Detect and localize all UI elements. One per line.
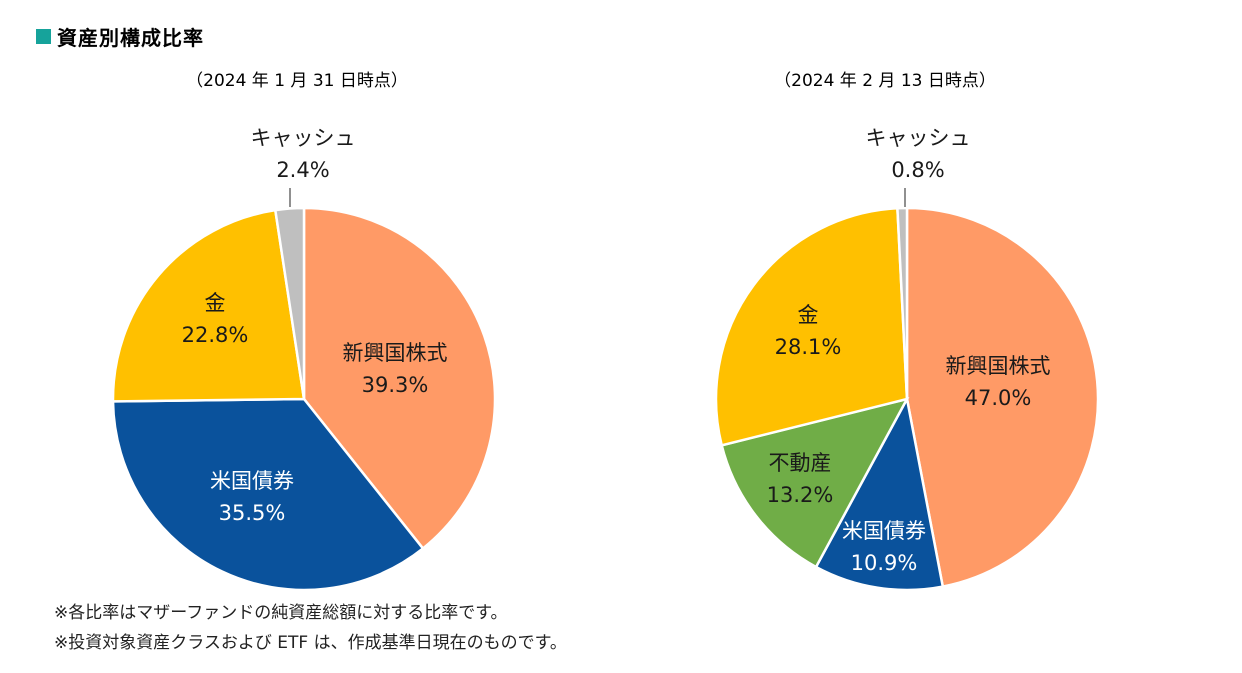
pie-slice-1-1: [814, 395, 945, 592]
pie-slice-1-2: [720, 397, 910, 569]
pie-chart-feb: 新興国株式 47.0% 米国債券 10.9% 不動産 13.2% 金 28.1% キャッシュ 0.…: [714, 126, 1100, 592]
slice-value-label-0-3: 2.4%: [276, 158, 329, 182]
slice-name-label-1-1: 米国債券: [842, 519, 926, 543]
pie-slice-1-4: [896, 206, 909, 400]
page-title: 資産別構成比率: [57, 26, 204, 50]
section-header: 資産別構成比率: [36, 22, 204, 51]
pie-slice-0-2: [111, 208, 306, 403]
slice-name-label-1-0: 新興国株式: [946, 354, 1051, 378]
slice-value-label-0-1: 35.5%: [219, 501, 286, 525]
slice-name-label-1-3: 金: [798, 303, 819, 327]
slice-name-label-0-3: キャッシュ: [251, 126, 356, 150]
slice-value-label-1-0: 47.0%: [965, 386, 1032, 410]
footnotes: ※各比率はマザーファンドの純資産総額に対する比率です。 ※投資対象資産クラスおよ…: [54, 598, 567, 658]
header-square-icon: [36, 29, 51, 44]
footnote-2: ※投資対象資産クラスおよび ETF は、作成基準日現在のものです。: [54, 633, 567, 653]
footnote-1: ※各比率はマザーファンドの純資産総額に対する比率です。: [54, 603, 508, 623]
pie-chart-jan: 新興国株式 39.3% 米国債券 35.5% 金 22.8% キャッシュ 2.4%: [111, 126, 497, 592]
slice-value-label-0-0: 39.3%: [362, 373, 429, 397]
slice-name-label-1-2: 不動産: [769, 451, 832, 475]
chart-1-title: （2024 年 1 月 31 日時点）: [186, 71, 408, 91]
pie-slice-0-0: [302, 206, 497, 551]
slice-name-label-0-2: 金: [205, 291, 226, 315]
slice-value-label-1-1: 10.9%: [851, 551, 918, 575]
slice-value-label-1-4: 0.8%: [891, 158, 944, 182]
pie-slice-1-3: [714, 206, 909, 447]
pie-slice-0-1: [111, 397, 425, 592]
slice-name-label-0-0: 新興国株式: [343, 341, 448, 365]
slice-name-label-1-4: キャッシュ: [866, 126, 971, 150]
slice-value-label-0-2: 22.8%: [182, 323, 249, 347]
chart-2-title: （2024 年 2 月 13 日時点）: [774, 71, 996, 91]
pie-slice-1-0: [905, 206, 1100, 589]
slice-value-label-1-3: 28.1%: [775, 335, 842, 359]
slice-value-label-1-2: 13.2%: [767, 483, 834, 507]
pie-charts: （2024 年 1 月 31 日時点） 新興国株式 39.3% 米国債券 35.5% 金…: [111, 71, 1100, 592]
slice-name-label-0-1: 米国債券: [210, 469, 294, 493]
pie-slice-0-3: [273, 206, 306, 400]
